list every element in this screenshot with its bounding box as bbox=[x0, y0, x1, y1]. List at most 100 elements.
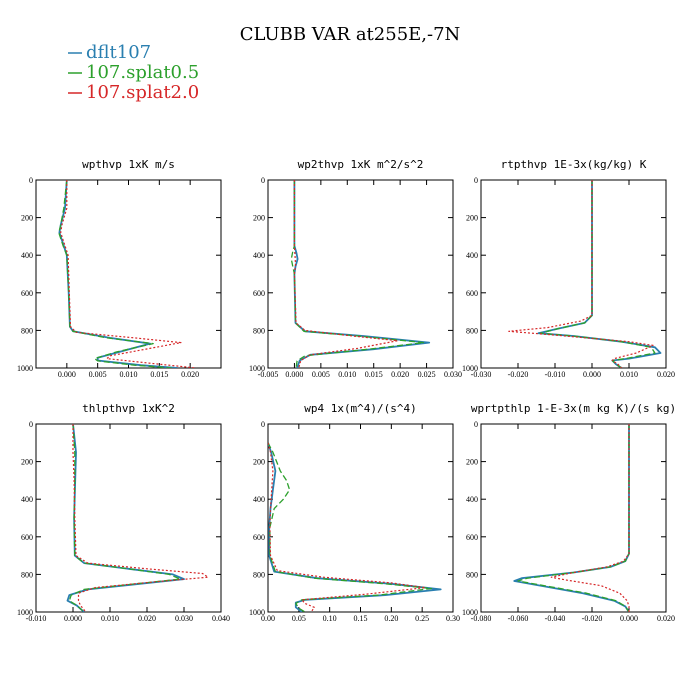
series-line-dflt107 bbox=[537, 180, 662, 368]
chart-panel-4: wp4 1x(m^4)/(s^4) 0.00 0.05 0.10 0.15 0.20 0.2… bbox=[249, 402, 460, 623]
x-tick-label: 0.030 bbox=[175, 614, 193, 623]
y-tick-label: 0 bbox=[29, 420, 33, 429]
x-tick-label: 0.010 bbox=[338, 370, 356, 379]
x-tick-label: 0.000 bbox=[64, 614, 82, 623]
series-line-107.splat2.0 bbox=[268, 442, 426, 612]
series-line-107.splat0.5 bbox=[517, 424, 630, 612]
series-line-107.splat0.5 bbox=[268, 442, 433, 612]
y-tick-label: 600 bbox=[253, 289, 265, 298]
x-tick-label: -0.080 bbox=[471, 614, 492, 623]
series-line-dflt107 bbox=[268, 442, 442, 612]
series-line-107.splat2.0 bbox=[293, 180, 399, 368]
plot-frame bbox=[480, 179, 667, 369]
y-tick-label: 600 bbox=[21, 533, 33, 542]
series-line-dflt107 bbox=[66, 424, 185, 612]
x-tick-label: 0.020 bbox=[657, 614, 675, 623]
series-line-107.splat2.0 bbox=[508, 180, 654, 368]
panel-title: wprtpthlp 1-E-3x(m kg K)/(s kg) bbox=[471, 402, 676, 415]
series-line-107.splat2.0 bbox=[72, 424, 209, 612]
series-line-dflt107 bbox=[293, 180, 431, 368]
x-tick-label: 0.00 bbox=[261, 614, 275, 623]
x-tick-label: 0.05 bbox=[292, 614, 306, 623]
y-tick-label: 200 bbox=[21, 214, 33, 223]
x-tick-label: 0.020 bbox=[181, 370, 199, 379]
y-tick-label: 800 bbox=[21, 570, 33, 579]
figure-title: CLUBB VAR at255E,-7N bbox=[240, 24, 461, 45]
series-line-107.splat2.0 bbox=[60, 180, 197, 368]
x-tick-label: 0.000 bbox=[58, 370, 76, 379]
legend-label-2: 107.splat2.0 bbox=[86, 82, 199, 103]
chart-panel-5: wprtpthlp 1-E-3x(m kg K)/(s kg) -0.080 -0.… bbox=[462, 402, 676, 623]
y-tick-label: 1000 bbox=[17, 364, 33, 373]
y-tick-label: 600 bbox=[253, 533, 265, 542]
y-tick-label: 200 bbox=[21, 458, 33, 467]
y-tick-label: 800 bbox=[253, 570, 265, 579]
y-tick-label: 600 bbox=[21, 289, 33, 298]
x-tick-label: 0.030 bbox=[444, 370, 462, 379]
panel-title: thlpthvp 1xK^2 bbox=[82, 402, 175, 415]
x-tick-label: -0.030 bbox=[471, 370, 492, 379]
panel-title: wp4 1x(m^4)/(s^4) bbox=[304, 402, 417, 415]
x-tick-label: -0.010 bbox=[545, 370, 566, 379]
x-tick-label: -0.005 bbox=[258, 370, 279, 379]
y-tick-label: 600 bbox=[466, 533, 478, 542]
y-tick-label: 0 bbox=[261, 176, 265, 185]
chart-panel-3: thlpthvp 1xK^2 -0.010 0.000 0.010 0.020 0.030… bbox=[17, 402, 230, 623]
x-tick-label: 0.20 bbox=[384, 614, 398, 623]
x-tick-label: -0.020 bbox=[582, 614, 603, 623]
x-tick-label: 0.010 bbox=[120, 370, 138, 379]
y-tick-label: 600 bbox=[466, 289, 478, 298]
plot-frame bbox=[267, 423, 454, 613]
x-tick-label: 0.25 bbox=[415, 614, 429, 623]
y-tick-label: 0 bbox=[29, 176, 33, 185]
x-tick-label: 0.000 bbox=[583, 370, 601, 379]
y-tick-label: 0 bbox=[261, 420, 265, 429]
series-line-107.splat0.5 bbox=[58, 180, 172, 368]
y-tick-label: 400 bbox=[466, 495, 478, 504]
plot-frame bbox=[35, 423, 222, 613]
y-tick-label: 400 bbox=[253, 251, 265, 260]
series-line-107.splat2.0 bbox=[550, 424, 630, 612]
chart-panel-2: rtpthvp 1E-3x(kg/kg) K -0.030 -0.020 -0.010… bbox=[462, 158, 675, 379]
y-tick-label: 200 bbox=[253, 458, 265, 467]
x-tick-label: 0.010 bbox=[620, 370, 638, 379]
y-tick-label: 0 bbox=[474, 420, 478, 429]
y-tick-label: 400 bbox=[466, 251, 478, 260]
plot-frame bbox=[480, 423, 667, 613]
series-line-107.splat0.5 bbox=[290, 180, 425, 368]
x-tick-label: 0.025 bbox=[418, 370, 436, 379]
legend-label-0: dflt107 bbox=[86, 42, 151, 63]
x-tick-label: 0.000 bbox=[620, 614, 638, 623]
y-tick-label: 200 bbox=[466, 458, 478, 467]
x-tick-label: 0.015 bbox=[150, 370, 168, 379]
y-tick-label: 800 bbox=[466, 570, 478, 579]
y-tick-label: 800 bbox=[253, 326, 265, 335]
x-tick-label: 0.020 bbox=[138, 614, 156, 623]
x-tick-label: 0.015 bbox=[365, 370, 383, 379]
x-tick-label: -0.010 bbox=[26, 614, 47, 623]
x-tick-label: 0.10 bbox=[323, 614, 337, 623]
panel-title: wpthvp 1xK m/s bbox=[82, 158, 175, 171]
y-tick-label: 0 bbox=[474, 176, 478, 185]
x-tick-label: 0.005 bbox=[89, 370, 107, 379]
x-tick-label: 0.010 bbox=[101, 614, 119, 623]
x-tick-label: -0.020 bbox=[508, 370, 529, 379]
panels: wpthvp 1xK m/s0.000 0.005 0.010 0.015 0.0200… bbox=[17, 158, 676, 623]
chart-panel-0: wpthvp 1xK m/s 0.000 0.005 0.010 0.015 0.020 0… bbox=[17, 158, 222, 379]
series-line-107.splat0.5 bbox=[539, 180, 656, 368]
x-tick-label: 0.020 bbox=[657, 370, 675, 379]
y-tick-label: 400 bbox=[21, 251, 33, 260]
y-tick-label: 400 bbox=[253, 495, 265, 504]
legend-label-1: 107.splat0.5 bbox=[86, 62, 199, 83]
plot-frame bbox=[267, 179, 454, 369]
y-tick-label: 1000 bbox=[249, 364, 265, 373]
y-tick-label: 1000 bbox=[17, 608, 33, 617]
y-tick-label: 1000 bbox=[249, 608, 265, 617]
x-tick-label: 0.020 bbox=[391, 370, 409, 379]
chart-panel-1: wp2thvp 1xK m^2/s^2 -0.005 0.000 0.005 0.010… bbox=[249, 158, 462, 379]
x-tick-label: 0.040 bbox=[212, 614, 230, 623]
panel-title: wp2thvp 1xK m^2/s^2 bbox=[298, 158, 424, 171]
y-tick-label: 800 bbox=[21, 326, 33, 335]
